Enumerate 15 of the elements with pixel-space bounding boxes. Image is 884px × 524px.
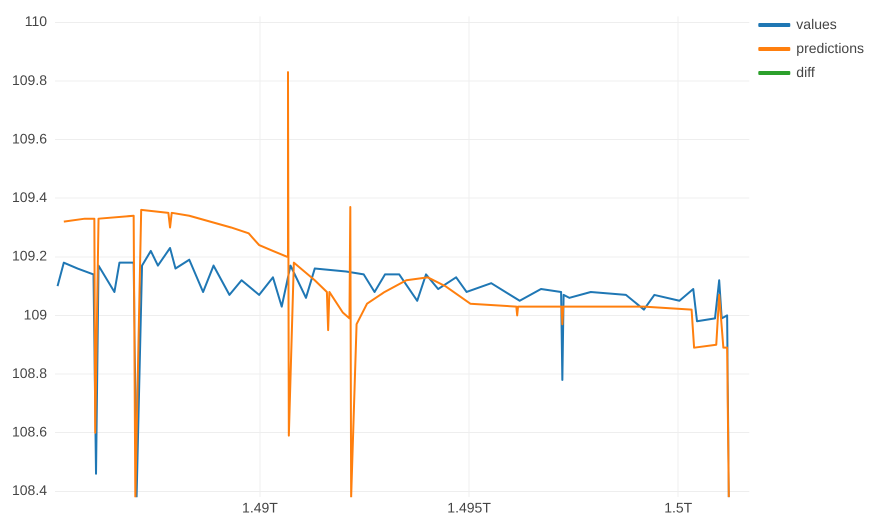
y-tick-label: 108.8: [12, 364, 48, 381]
legend-label: diff: [796, 64, 815, 80]
y-tick-label: 109.2: [12, 248, 48, 264]
y-tick-label: 108.6: [12, 424, 48, 440]
x-tick-label: 1.49T: [242, 499, 278, 516]
x-tick-label: 1.495T: [447, 499, 492, 516]
y-tick-label: 109.6: [12, 130, 48, 146]
y-tick-label: 109.8: [12, 72, 48, 88]
y-tick-label: 108.4: [12, 482, 48, 498]
y-tick-label: 110: [24, 13, 48, 30]
x-tick-label: 1.5T: [664, 499, 693, 516]
legend-label: predictions: [796, 40, 864, 56]
y-tick-label: 109.4: [12, 189, 48, 206]
y-tick-label: 109: [24, 306, 48, 322]
legend-label: values: [796, 16, 837, 32]
